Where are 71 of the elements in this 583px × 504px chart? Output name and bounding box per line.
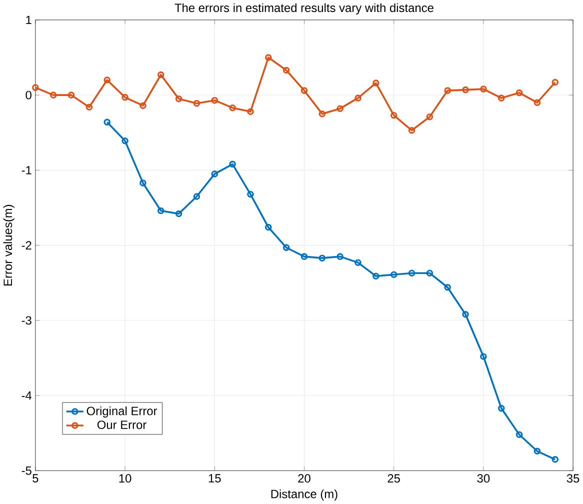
point <box>265 54 272 61</box>
point <box>247 190 254 198</box>
point <box>68 92 75 98</box>
point <box>104 76 110 84</box>
point <box>175 210 182 218</box>
chart-title: The errors in estimated results vary with distance <box>174 3 434 14</box>
point <box>265 224 272 231</box>
point <box>516 431 523 438</box>
point <box>480 353 487 360</box>
point <box>300 253 308 260</box>
point <box>122 138 128 144</box>
point <box>282 66 290 74</box>
legend-label: Original Error <box>86 406 158 418</box>
y-tick-label: -2 <box>22 241 32 250</box>
point <box>390 112 398 119</box>
point <box>516 89 523 96</box>
y-tick-label: 0 <box>26 90 32 100</box>
x-tick-label: 10 <box>119 474 132 483</box>
x-tick-label: 35 <box>566 474 580 483</box>
point <box>50 92 57 98</box>
point <box>426 270 434 277</box>
point <box>229 104 236 112</box>
point <box>480 86 487 92</box>
point <box>318 254 326 262</box>
x-axis-title: Distance (m) <box>271 490 338 501</box>
point <box>282 244 290 251</box>
y-tick-label: 1 <box>26 16 32 24</box>
point <box>229 160 236 168</box>
point <box>372 272 380 280</box>
x-tick-label: 5 <box>32 474 38 483</box>
x-tick-label: 15 <box>208 474 221 483</box>
point <box>354 259 362 266</box>
point <box>157 71 164 78</box>
point <box>211 170 218 178</box>
point <box>193 193 200 200</box>
point <box>444 284 451 291</box>
y-axis-title: Error values(m) <box>3 204 14 286</box>
x-tick-label: 25 <box>388 474 400 483</box>
point <box>534 99 541 106</box>
y-tick-label: -4 <box>22 391 32 400</box>
point <box>408 270 416 277</box>
x-tick-label: 20 <box>298 474 310 483</box>
point <box>426 114 434 120</box>
point <box>354 94 362 102</box>
point <box>193 100 200 107</box>
point <box>86 104 93 111</box>
point <box>157 207 164 214</box>
point <box>300 87 308 94</box>
point <box>336 105 344 112</box>
point <box>247 108 254 116</box>
point <box>140 102 146 110</box>
y-tick-label: -1 <box>22 166 32 174</box>
x-tick-label: 30 <box>477 474 490 483</box>
y-tick-label: -3 <box>22 316 32 325</box>
point <box>211 96 218 104</box>
point <box>122 94 128 101</box>
point <box>372 80 380 86</box>
legend-label: Our Error <box>97 420 146 430</box>
point <box>175 95 182 102</box>
point <box>318 110 326 118</box>
point <box>444 87 451 94</box>
point <box>462 86 469 94</box>
point <box>140 180 146 186</box>
point <box>498 404 505 412</box>
point <box>390 271 398 278</box>
y-tick-label: -5 <box>22 466 32 475</box>
point <box>336 253 344 260</box>
point <box>534 448 541 455</box>
point <box>498 94 505 102</box>
point <box>408 127 416 134</box>
point <box>462 311 469 318</box>
